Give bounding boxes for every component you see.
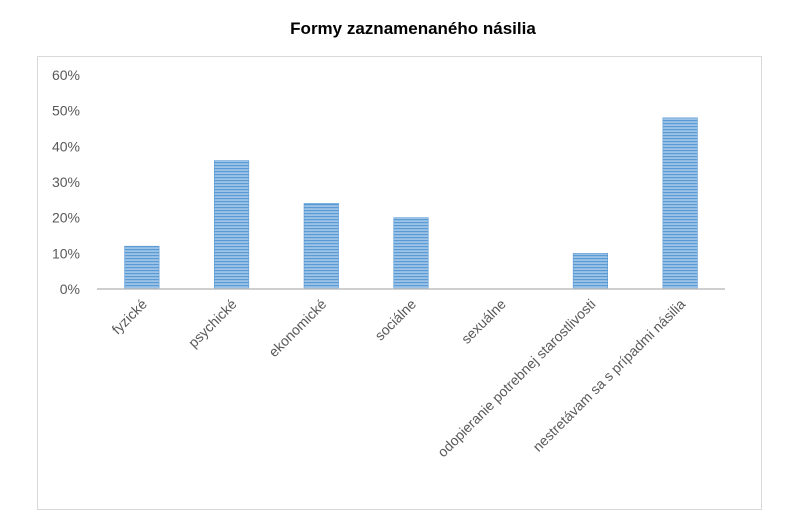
- y-tick-label: 30%: [52, 174, 80, 190]
- bar: [662, 117, 698, 290]
- y-tick-label: 60%: [52, 67, 80, 83]
- y-tick-label: 10%: [52, 245, 80, 261]
- y-tick-label: 0%: [60, 281, 80, 297]
- chart-title: Formy zaznamenaného násilia: [290, 19, 536, 38]
- bars: [124, 117, 698, 290]
- bar: [572, 253, 608, 290]
- bar: [393, 217, 429, 290]
- y-tick-label: 40%: [52, 138, 80, 154]
- y-tick-label: 50%: [52, 103, 80, 119]
- bar: [214, 160, 250, 290]
- bar: [303, 203, 339, 290]
- y-tick-label: 20%: [52, 210, 80, 226]
- y-axis: 0% 10% 20% 30% 40% 50% 60%: [52, 67, 80, 297]
- bar: [124, 245, 160, 290]
